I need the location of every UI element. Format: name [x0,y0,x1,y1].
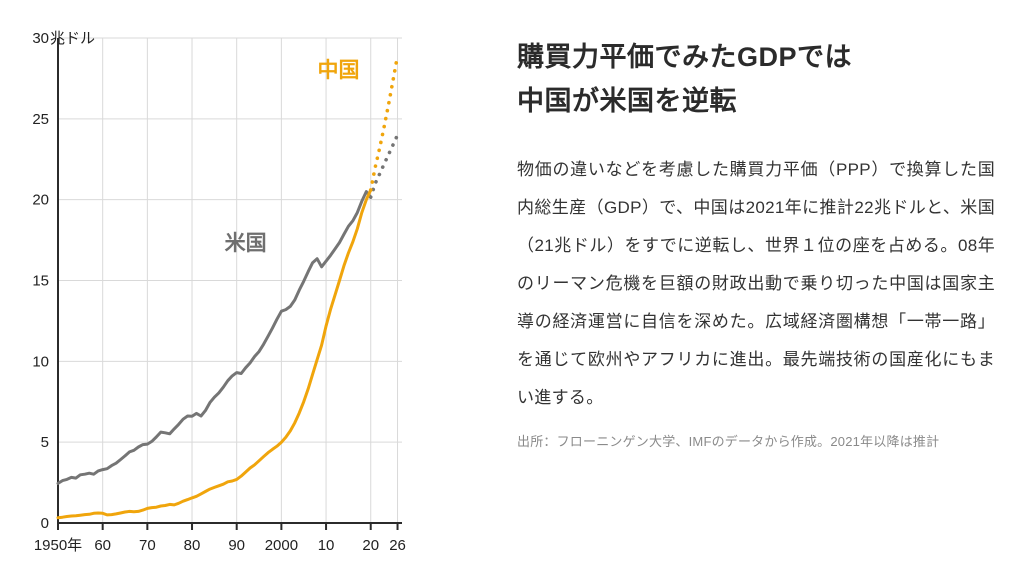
article-source: 出所：フローニンゲン大学、IMFのデータから作成。2021年以降は推計 [517,434,940,450]
y-tick-label: 30 [32,30,49,47]
gdp-ppp-chart-svg: 1950年 60 70 80 90 2000 10 20 26 0 5 10 15 20 25 30 兆ドル中国… [32,30,406,554]
x-tick-label: 60 [94,537,111,554]
series-line-china-projection [368,53,400,192]
article-panel: 購買力平価でみたGDPでは 中国が米国を逆転 物価の違いなどを考慮した購買力平価… [517,36,995,450]
x-tick-label: 10 [318,537,335,554]
x-tick-label: 80 [184,537,201,554]
x-tick-label: 26 [389,537,406,554]
y-tick-label: 5 [41,434,49,451]
article-title: 購買力平価でみたGDPでは 中国が米国を逆転 [517,36,995,123]
series-label-china: 中国 [318,59,360,82]
series-label-us: 米国 [225,232,267,255]
y-axis-unit-label: 兆ドル [50,30,95,47]
y-tick-label: 15 [32,273,49,290]
series-line-china-solid [56,188,373,520]
series-line-us-solid [56,190,373,485]
x-tick-label: 20 [362,537,379,554]
y-tick-label: 25 [32,111,49,128]
article-title-line2: 中国が米国を逆転 [517,85,737,116]
article-title-line1: 購買力平価でみたGDPでは [517,42,853,72]
series-line-us-projection [368,133,400,199]
y-tick-label: 20 [32,192,49,209]
x-tick-label: 1950年 [34,537,82,554]
x-tick-label: 70 [139,537,156,554]
gdp-ppp-chart: 1950年 60 70 80 90 2000 10 20 26 0 5 10 15 20 25 30 兆ドル中国… [0,0,500,563]
x-tick-label: 2000 [265,537,298,554]
y-tick-label: 10 [32,353,49,370]
article-body: 物価の違いなどを考慮した購買力平価（PPP）で換算した国内総生産（GDP）で、中… [517,160,995,408]
y-tick-label: 0 [41,515,49,532]
x-tick-label: 90 [228,537,245,554]
